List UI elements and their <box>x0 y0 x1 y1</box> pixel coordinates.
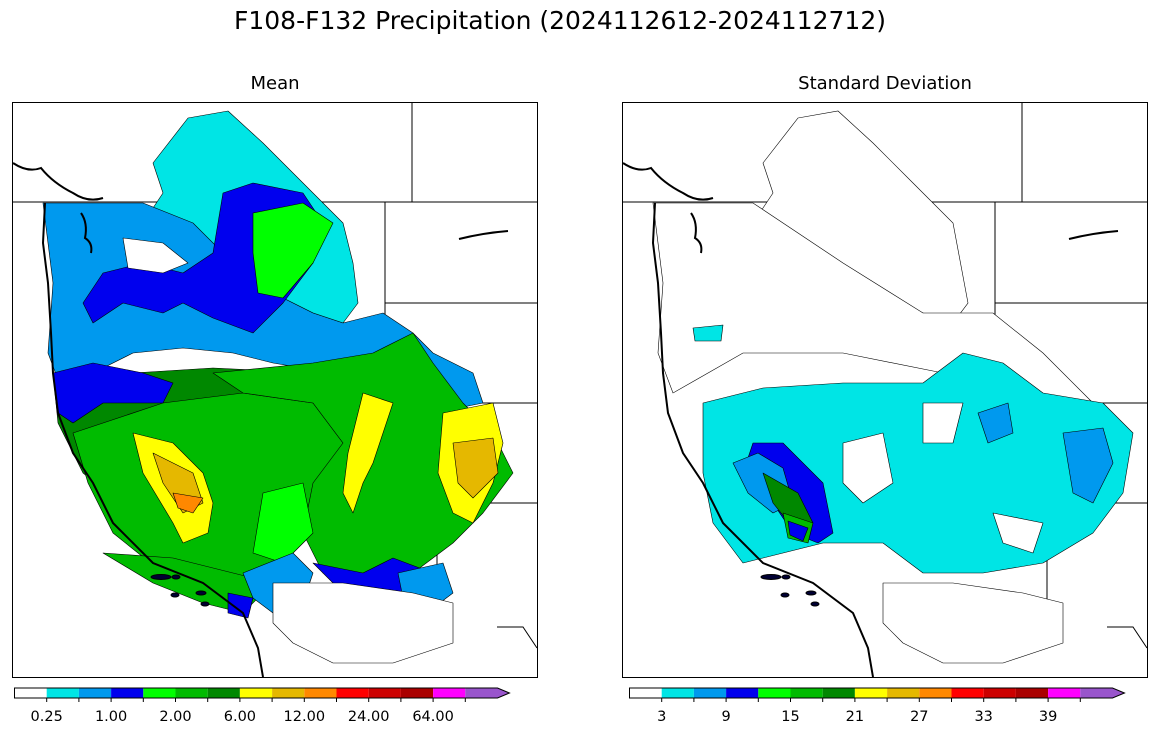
colorbar-cell <box>726 688 759 698</box>
colorbar-cell <box>465 688 510 698</box>
colorbar-cell <box>887 688 920 698</box>
colorbar-cell <box>854 688 888 698</box>
colorbar-cell <box>111 688 144 698</box>
stddev-panel-title: Standard Deviation <box>798 73 972 94</box>
mean-colorbar <box>14 687 511 702</box>
colorbar-cell <box>661 688 694 698</box>
colorbar-cell <box>175 688 208 698</box>
colorbar-cell <box>272 688 305 698</box>
colorbar-cell <box>207 688 240 698</box>
colorbar-tick-label: 3 <box>657 709 667 725</box>
colorbar-cell <box>239 688 273 698</box>
mean-map <box>12 102 538 678</box>
colorbar-cell <box>919 688 952 698</box>
colorbar-cell <box>336 688 369 698</box>
colorbar-tick-label: 24.00 <box>347 709 390 725</box>
colorbar-cell <box>758 688 791 698</box>
colorbar-cell <box>1015 688 1049 698</box>
stddev-map <box>622 102 1148 678</box>
colorbar-cell <box>951 688 984 698</box>
mean-panel-title: Mean <box>250 73 300 94</box>
colorbar-tick-label: 21 <box>845 709 865 725</box>
colorbar-cell <box>368 688 401 698</box>
colorbar-cell <box>14 688 47 698</box>
colorbar-tick-label: 2.00 <box>159 709 192 725</box>
colorbar-cell <box>433 688 466 698</box>
colorbar-tick-label: 1.00 <box>94 709 128 725</box>
colorbar-cell <box>629 688 662 698</box>
stddev-map-svg <box>623 103 1147 677</box>
colorbar-tick-label: 6.00 <box>223 709 257 725</box>
colorbar-cell <box>790 688 823 698</box>
colorbar-cell <box>46 688 79 698</box>
colorbar-cell <box>78 688 112 698</box>
colorbar-tick-label: 39 <box>1038 709 1058 725</box>
colorbar-outline <box>14 687 511 699</box>
mean-map-svg <box>13 103 537 677</box>
stddev-colorbar <box>629 687 1126 702</box>
colorbar-cell <box>304 688 337 698</box>
colorbar-cell <box>1080 688 1125 698</box>
colorbar-tick-label: 64.00 <box>412 709 454 725</box>
figure-title: F108-F132 Precipitation (2024112612-2024… <box>233 6 886 35</box>
colorbar-outline <box>629 687 1126 699</box>
colorbar-tick-label: 12.00 <box>283 709 326 725</box>
colorbar-cell <box>693 688 727 698</box>
colorbar-cell <box>1048 688 1081 698</box>
colorbar-tick-label: 9 <box>721 709 731 725</box>
colorbar-tick-label: 15 <box>781 709 800 725</box>
colorbar-cell <box>143 688 176 698</box>
colorbar-cell <box>822 688 855 698</box>
colorbar-cell <box>983 688 1016 698</box>
colorbar-tick-label: 0.25 <box>30 709 63 725</box>
colorbar-tick-label: 27 <box>910 709 929 725</box>
colorbar-tick-label: 33 <box>974 709 993 725</box>
colorbar-cell <box>400 688 434 698</box>
